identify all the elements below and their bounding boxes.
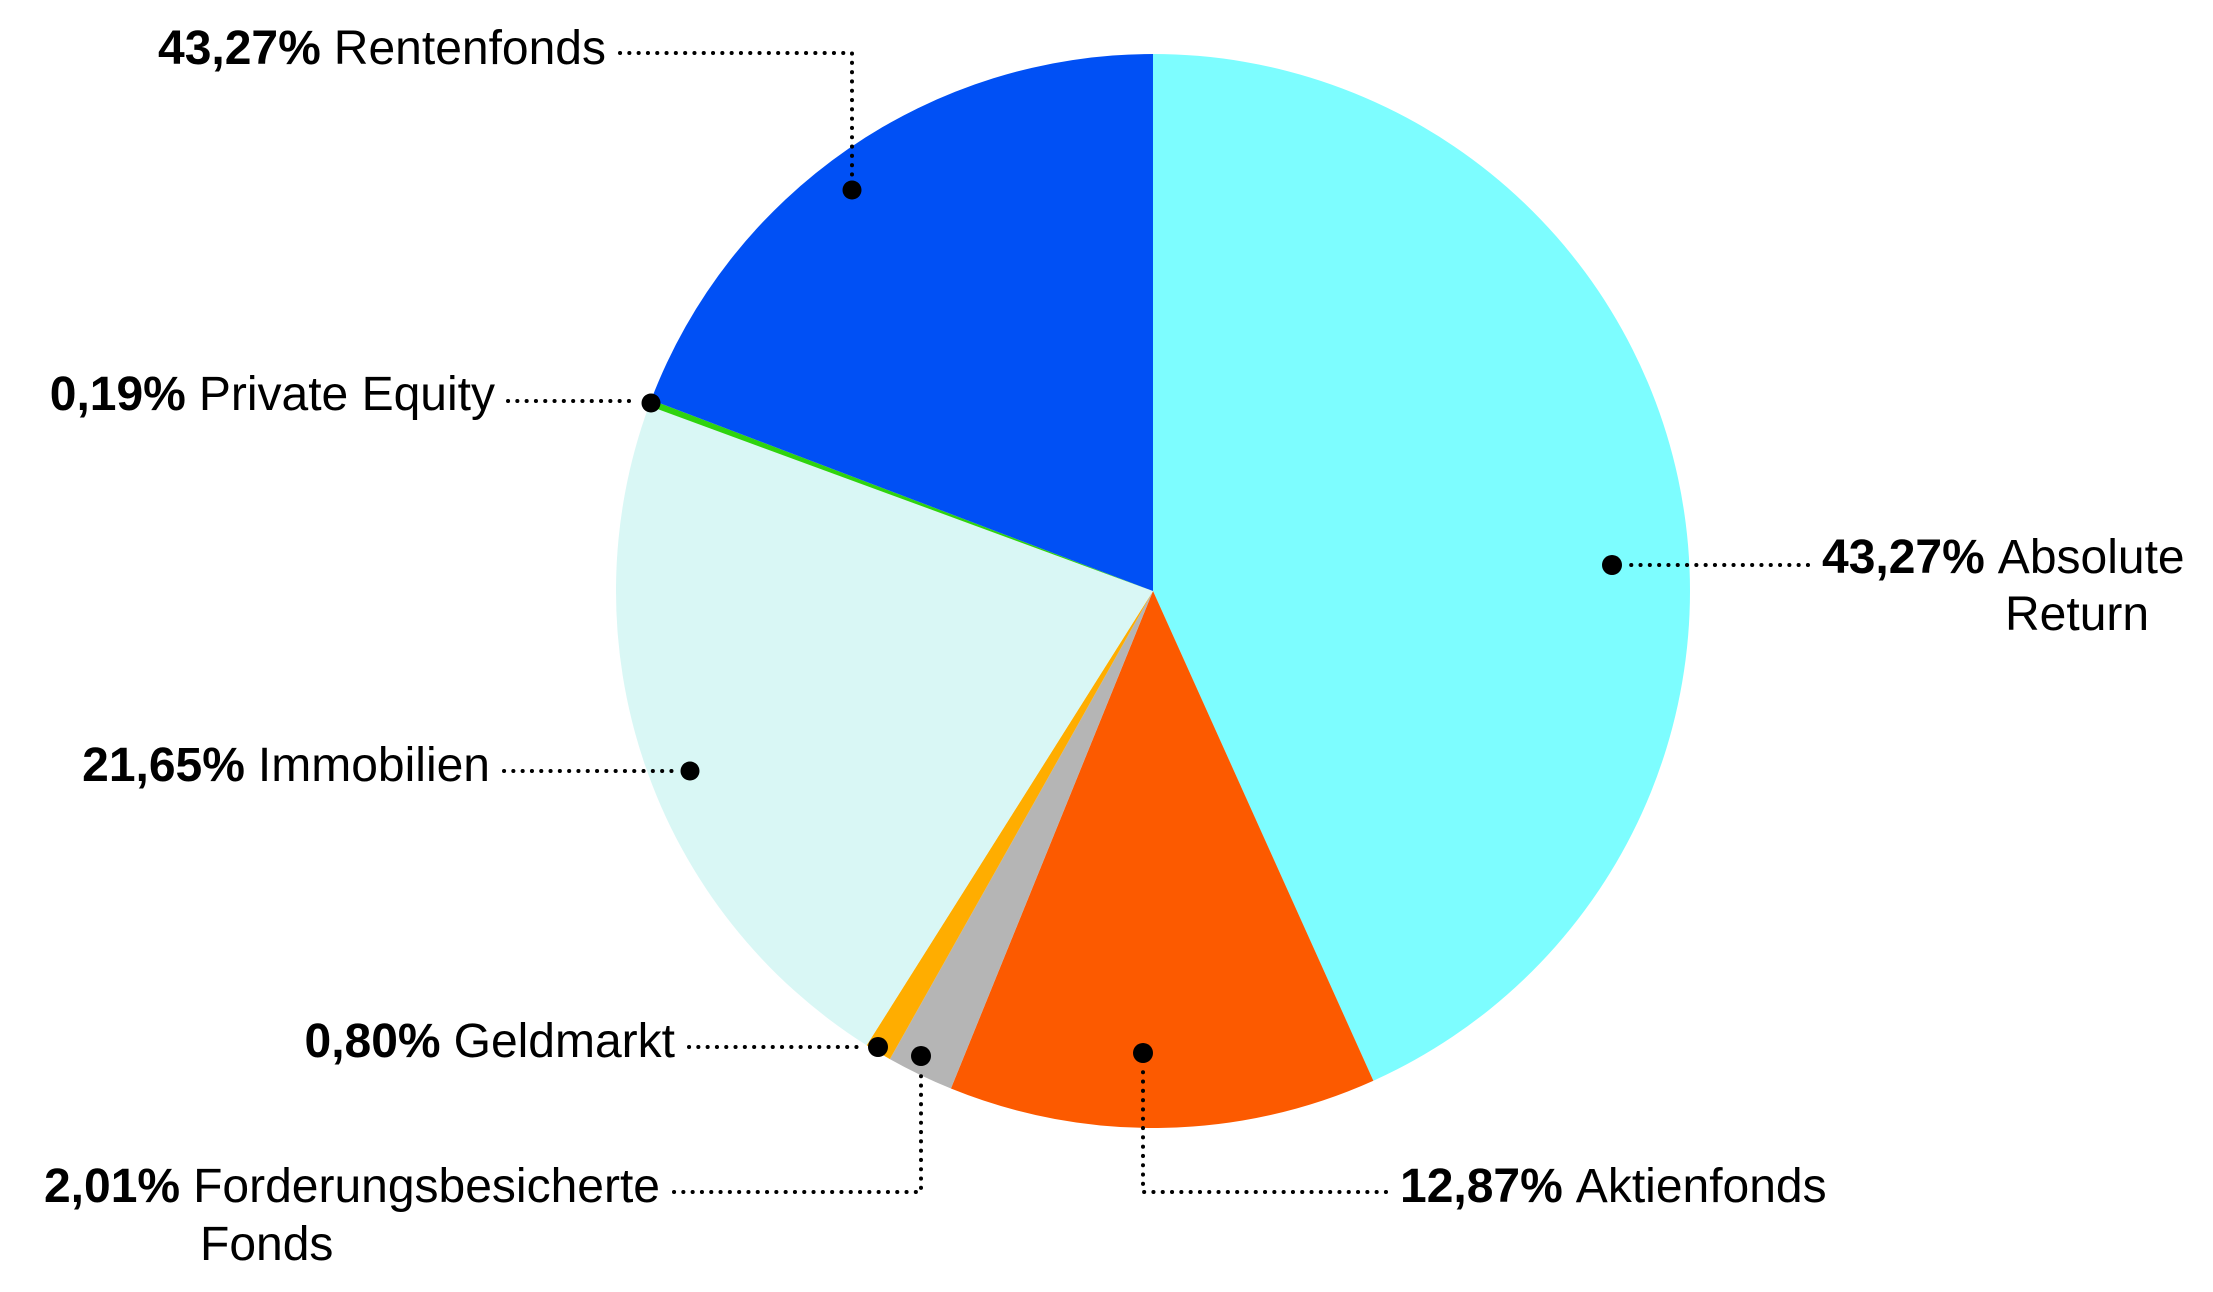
- name-geldmarkt: Geldmarkt: [453, 1015, 675, 1068]
- name-immobilien: Immobilien: [257, 739, 490, 792]
- percent-aktienfonds: 12,87%: [1400, 1160, 1563, 1213]
- callout-label-absolute-return-line2: Return: [2005, 586, 2149, 644]
- callout-label-forderungsbesicherte-fonds-line1: 2,01% Forderungsbesicherte: [44, 1158, 660, 1216]
- percent-rentenfonds: 43,27%: [158, 22, 321, 75]
- marker-dot-absolute-return: [1602, 555, 1622, 575]
- marker-dot-private-equity: [641, 393, 661, 413]
- marker-dot-geldmarkt: [868, 1037, 888, 1057]
- marker-dot-aktienfonds: [1133, 1043, 1153, 1063]
- pie-slice-private-equity: [648, 399, 1153, 591]
- pie-slice-immobilien: [616, 405, 1153, 1046]
- percent-forderungsbesicherte-fonds: 2,01%: [43, 1160, 181, 1213]
- leader-lines-group: [502, 51, 1810, 1194]
- leader-rentenfonds: [618, 51, 854, 178]
- leader-dots-group: [641, 180, 1622, 1066]
- name-private-equity: Private Equity: [198, 368, 495, 421]
- name-absolute-return-line2: Return: [2005, 588, 2150, 641]
- pie-slice-rentenfonds: [651, 54, 1153, 591]
- percent-private-equity: 0,19%: [49, 368, 186, 421]
- pie-slices-group: [616, 54, 1690, 1128]
- callout-label-aktienfonds: 12,87% Aktienfonds: [1400, 1158, 1827, 1216]
- pie-slice-forderungsbesicherte-fonds: [889, 591, 1153, 1089]
- percent-absolute-return: 43,27%: [1822, 531, 1985, 584]
- marker-dot-immobilien: [680, 761, 700, 781]
- callout-label-rentenfonds: 43,27% Rentenfonds: [158, 20, 606, 78]
- callout-label-forderungsbesicherte-fonds-line2: Fonds: [200, 1216, 333, 1274]
- name-forderungsbesicherte-line1: Forderungsbesicherte: [193, 1160, 660, 1213]
- pie-slice-aktienfonds: [950, 591, 1374, 1128]
- pie-slice-geldmarkt: [866, 591, 1153, 1060]
- percent-immobilien: 21,65%: [82, 739, 245, 792]
- marker-dot-rentenfonds: [842, 180, 862, 200]
- callout-label-geldmarkt: 0,80% Geldmarkt: [305, 1013, 676, 1071]
- callout-label-private-equity: 0,19% Private Equity: [50, 366, 495, 424]
- marker-dot-forderungsbesicherte-fonds: [911, 1046, 931, 1066]
- callout-label-absolute-return-line1: 43,27% Absolute: [1822, 529, 2185, 587]
- name-absolute-return-line1: Absolute: [1997, 531, 2185, 584]
- name-aktienfonds: Aktienfonds: [1575, 1160, 1827, 1213]
- pie-slice-absolute-return: [1153, 54, 1690, 1081]
- leader-aktienfonds: [1141, 1064, 1388, 1194]
- name-forderungsbesicherte-line2: Fonds: [200, 1218, 334, 1271]
- callout-label-immobilien: 21,65% Immobilien: [82, 737, 490, 795]
- name-rentenfonds: Rentenfonds: [333, 22, 606, 75]
- percent-geldmarkt: 0,80%: [304, 1015, 441, 1068]
- leader-forderungsbesicherte-fonds: [672, 1067, 923, 1194]
